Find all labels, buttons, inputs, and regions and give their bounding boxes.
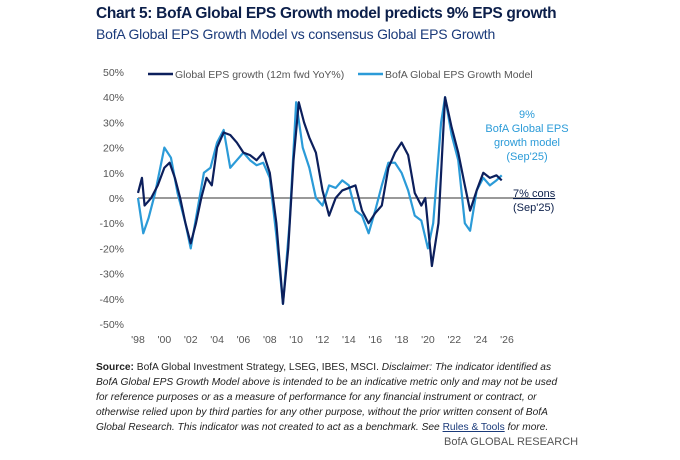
y-tick-label: -50% [99, 319, 124, 331]
x-tick-label: '98 [131, 334, 145, 346]
y-tick-label: 30% [103, 117, 124, 129]
x-tick-label: '16 [368, 334, 382, 346]
x-tick-label: '02 [184, 334, 198, 346]
annotation-model: 9% [519, 109, 535, 121]
y-tick-label: 10% [103, 168, 124, 180]
x-tick-label: '26 [500, 334, 514, 346]
source-note: Source: BofA Global Investment Strategy,… [96, 360, 566, 435]
x-tick-label: '22 [447, 334, 461, 346]
annotation-model: growth model [494, 137, 560, 149]
x-tick-label: '10 [289, 334, 303, 346]
y-tick-label: -30% [99, 269, 124, 281]
y-tick-label: 50% [103, 67, 124, 79]
x-tick-label: '06 [237, 334, 251, 346]
series-line-global-eps [136, 96, 503, 305]
disclaimer-end: for more. [504, 422, 549, 433]
x-tick-label: '20 [421, 334, 435, 346]
rules-tools-link[interactable]: Rules & Tools [442, 422, 505, 433]
chart-title: Chart 5: BofA Global EPS Growth model pr… [96, 5, 557, 22]
y-tick-label: -40% [99, 294, 124, 306]
x-tick-label: '00 [158, 334, 172, 346]
source-text: BofA Global Investment Strategy, LSEG, I… [133, 362, 382, 373]
legend-label: Global EPS growth (12m fwd YoY%) [175, 69, 344, 81]
x-tick-label: '04 [210, 334, 224, 346]
x-tick-label: '18 [395, 334, 409, 346]
source-label: Source: [96, 362, 134, 373]
brand-label: BofA GLOBAL RESEARCH [444, 436, 579, 448]
annotation-consensus: 7% cons [513, 188, 556, 200]
line-chart: 50% 40% 30% 20% 10% 0% -10% -20% -30% -40% -50% '98… [99, 67, 568, 346]
y-tick-label: 0% [109, 193, 124, 205]
series-line-model [136, 96, 503, 305]
x-tick-label: '24 [474, 334, 488, 346]
annotation-model: BofA Global EPS [485, 123, 568, 135]
annotation-model: (Sep'25) [506, 151, 547, 163]
chart-subtitle: BofA Global EPS Growth Model vs consensu… [96, 26, 496, 42]
x-tick-label: '12 [316, 334, 330, 346]
legend-label: BofA Global EPS Growth Model [385, 69, 533, 81]
y-tick-label: 40% [103, 92, 124, 104]
x-tick-label: '08 [263, 334, 277, 346]
annotation-consensus: (Sep'25) [513, 202, 554, 214]
x-tick-label: '14 [342, 334, 356, 346]
disclaimer-text: Disclaimer: The indicator identified as … [96, 362, 558, 433]
y-tick-label: -10% [99, 218, 124, 230]
y-tick-label: -20% [99, 243, 124, 255]
y-tick-label: 20% [103, 143, 124, 155]
